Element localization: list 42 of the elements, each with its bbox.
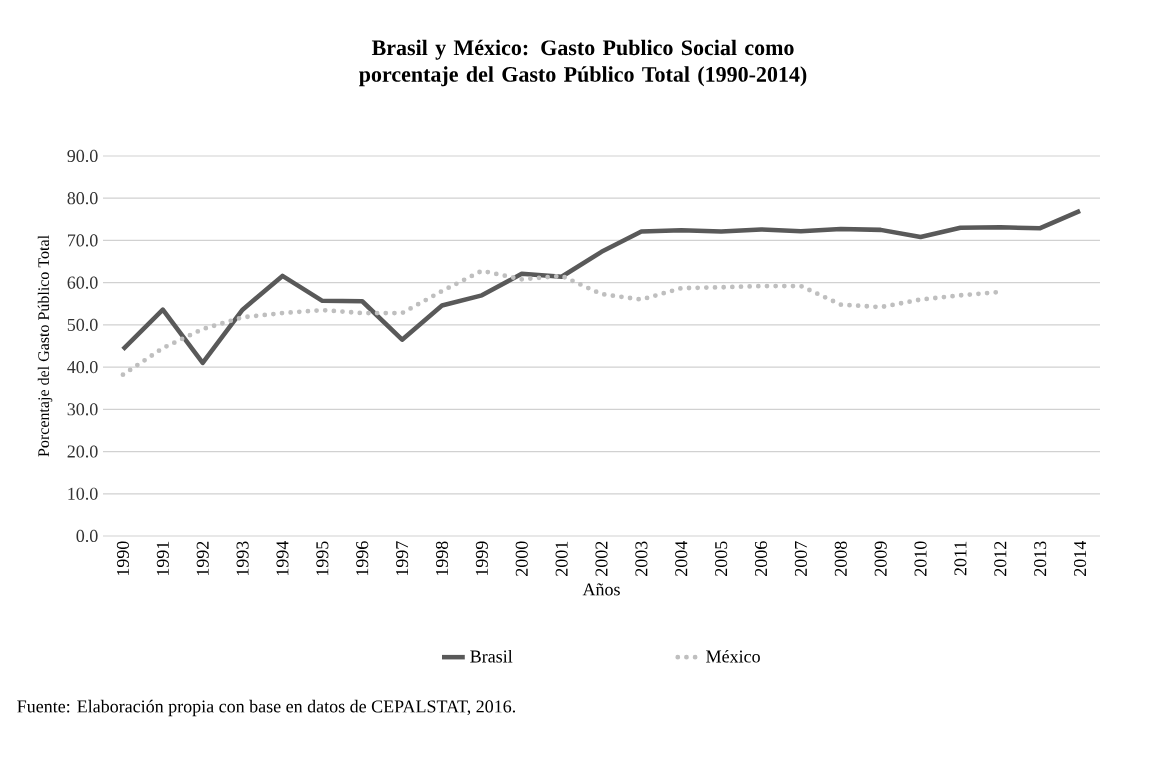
x-tick-label: 1997	[396, 541, 409, 576]
y-tick-label: 90.0	[67, 149, 98, 163]
x-tick-label: 2005	[715, 541, 728, 576]
x-tick-label: 2007	[794, 541, 807, 576]
y-tick-label: 30.0	[67, 403, 98, 416]
x-tick-label: 2001	[555, 541, 568, 576]
y-tick-label: 80.0	[67, 192, 98, 205]
source-note: Fuente: Elaboración propia con base en datos de CEPALSTAT, 2016.	[17, 699, 516, 717]
x-tick-label: 2003	[635, 541, 648, 576]
x-tick-label: 2014	[1073, 540, 1087, 576]
x-tick-label: 2000	[515, 541, 528, 576]
x-tick-label: 2006	[754, 541, 768, 576]
x-tick-label: 1996	[356, 541, 369, 576]
x-tick-label: 2002	[595, 541, 608, 576]
x-tick-label: 1990	[116, 541, 130, 576]
x-tick-label: 1998	[435, 541, 449, 576]
x-tick-label: 2009	[874, 541, 887, 576]
y-tick-label: 60.0	[67, 276, 98, 289]
x-tick-label: 2010	[914, 541, 927, 576]
legend-label: México	[706, 649, 760, 663]
x-tick-label: 2008	[834, 541, 847, 576]
x-tick-label: 1994	[276, 540, 289, 576]
chart-title: Brasil y México: Gasto Publico Social como porcentaje del Gasto Público Total (1990-2014)	[359, 39, 807, 87]
x-tick-label: 2013	[1034, 541, 1047, 576]
y-tick-label: 20.0	[67, 445, 98, 458]
y-tick-label: 10.0	[68, 487, 98, 500]
line-series	[120, 208, 1083, 366]
x-tick-label: 1993	[236, 541, 249, 576]
x-axis-title: Años	[582, 583, 620, 596]
x-tick-label: 1995	[316, 541, 329, 576]
x-tick-label: 2011	[954, 541, 967, 576]
x-tick-label: 2012	[994, 541, 1007, 576]
x-tick-label: 1991	[156, 541, 169, 576]
x-tick-label: 2004	[675, 540, 688, 576]
y-tick-label: 70.0	[67, 234, 98, 247]
legend-label: Brasil	[470, 649, 513, 663]
y-tick-label: 40.0	[67, 360, 98, 374]
y-tick-label: 50.0	[67, 318, 98, 331]
x-tick-label: 1999	[475, 541, 488, 576]
x-tick-label: 1992	[196, 541, 209, 576]
y-tick-label: 0.0	[76, 529, 98, 543]
y-axis-title: Porcentaje del Gasto Público Total	[37, 235, 53, 457]
